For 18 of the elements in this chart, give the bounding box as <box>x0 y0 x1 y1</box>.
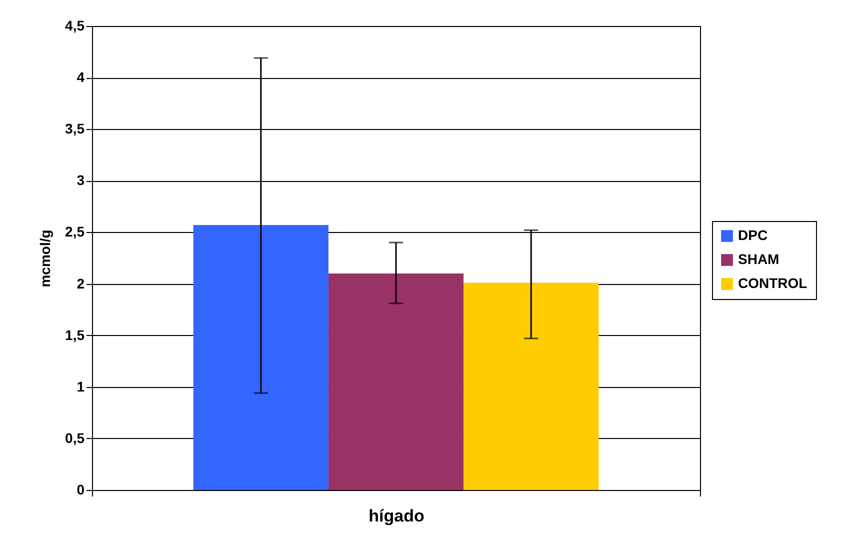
y-tick-label: 3,5 <box>65 120 85 137</box>
y-tick-label: 0,5 <box>65 430 85 446</box>
bar <box>328 273 464 490</box>
y-axis-title: mcmol/g <box>37 230 54 288</box>
y-tick-label: 1,5 <box>65 326 85 343</box>
y-tick-label: 2 <box>76 275 85 292</box>
bar <box>193 225 328 490</box>
y-tick-label: 3 <box>76 172 85 188</box>
x-tick-label: hígado <box>368 506 424 526</box>
y-tick-label: 1 <box>76 378 85 394</box>
y-tick-label: 0 <box>76 482 85 498</box>
y-tick-label: 4,5 <box>65 18 85 34</box>
legend-label: SHAM <box>738 251 780 267</box>
y-tick-label: 2,5 <box>65 224 85 240</box>
bar <box>464 282 599 490</box>
legend-label: DPC <box>738 227 768 243</box>
legend-label: CONTROL <box>738 275 808 291</box>
y-tick-label: 4 <box>76 69 85 86</box>
